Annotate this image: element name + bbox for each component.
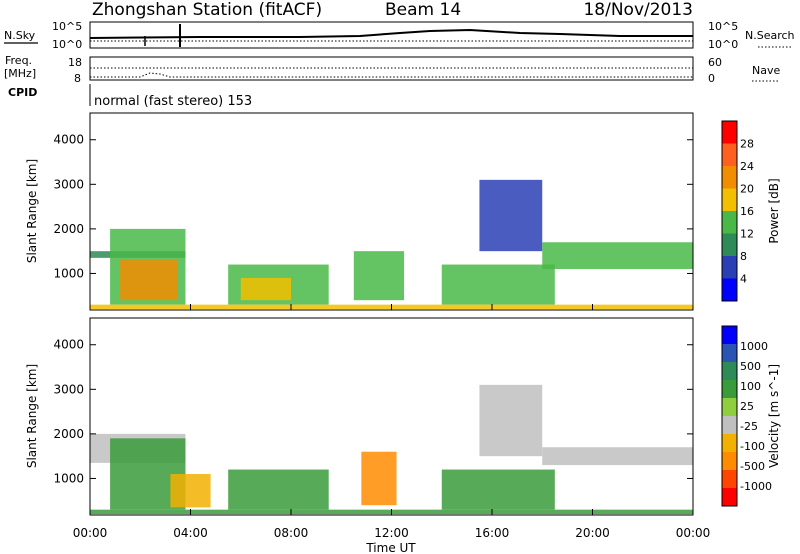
power-colorbar-segment (722, 211, 737, 234)
power-panel: 1000 2000 3000 4000 Slant Range [km] 4 8 12 16… (25, 112, 781, 311)
power-colorbar-tick: 16 (740, 205, 754, 218)
x-tick-label: 00:00 (73, 526, 108, 540)
x-axis: 00:00 04:00 08:00 12:00 16:00 20:00 00:00 (73, 526, 711, 540)
freq-left-tick-high: 18 (68, 56, 82, 69)
power-colorbar-segment (722, 188, 737, 211)
nsky-label: N.Sky (4, 29, 36, 42)
power-colorbar-segment (722, 143, 737, 166)
nave-trace (90, 72, 693, 78)
power-scatter-region (240, 277, 291, 301)
cpid-label: CPID (8, 86, 37, 99)
beam-label: Beam 14 (385, 0, 461, 20)
power-scatter-region (441, 264, 555, 305)
velocity-colorbar-segment (722, 398, 737, 416)
plot-title: Zhongshan Station (fitACF) (92, 0, 322, 20)
velocity-panel: 1000 2000 3000 4000 Slant Range [km] 1000 50… (25, 317, 781, 516)
noise-left-tick-low: 10^0 (52, 38, 82, 51)
x-tick-label: 12:00 (374, 526, 409, 540)
power-colorbar-tick: 28 (740, 138, 754, 151)
x-tick-label: 08:00 (274, 526, 309, 540)
velocity-colorbar-segment (722, 416, 737, 434)
power-ytick-label: 1000 (53, 266, 84, 280)
cpid-text: normal (fast stereo) 153 (94, 94, 252, 109)
power-colorbar-tick: 8 (740, 250, 747, 263)
x-tick-label: 16:00 (475, 526, 510, 540)
velocity-colorbar-tick: -500 (740, 460, 765, 473)
velocity-colorbar-tick: 100 (740, 380, 761, 393)
freq-label-2: [MHz] (4, 67, 36, 80)
velocity-colorbar-tick: -1000 (740, 480, 772, 493)
noise-left-tick-high: 10^5 (52, 20, 82, 33)
power-ytick-label: 4000 (53, 133, 84, 147)
power-colorbar-segment (722, 233, 737, 256)
velocity-colorbar-segment (722, 434, 737, 452)
freq-right-tick-low: 0 (708, 72, 715, 85)
freq-label-1: Freq. (5, 54, 32, 67)
power-colorbar-segment (722, 278, 737, 301)
velocity-scatter-region (228, 469, 329, 510)
velocity-scatter-region (441, 469, 555, 510)
velocity-colorbar-segment (722, 326, 737, 344)
power-colorbar-segment (722, 256, 737, 279)
power-colorbar-tick: 12 (740, 228, 754, 241)
power-colorbar-label: Power [dB] (767, 178, 781, 243)
x-tick-label: 00:00 (676, 526, 711, 540)
velocity-colorbar-label: Velocity [m s^-1] (767, 364, 781, 468)
power-ytick-label: 3000 (53, 177, 84, 191)
power-scatter-region (479, 179, 543, 252)
x-tick-label: 04:00 (173, 526, 208, 540)
velocity-colorbar-frame (721, 325, 738, 507)
freq-panel: Freq. [MHz] 18 8 60 0 Nave (4, 54, 780, 85)
nave-label: Nave (752, 64, 780, 77)
velocity-colorbar-tick: -25 (740, 420, 758, 433)
power-colorbar-tick: 20 (740, 183, 754, 196)
cpid-panel: CPID normal (fast stereo) 153 (8, 84, 252, 109)
noise-right-tick-low: 10^0 (708, 38, 738, 51)
power-colorbar-segment (722, 166, 737, 189)
velocity-ytick-label: 4000 (53, 338, 84, 352)
velocity-scatter-region (361, 451, 397, 506)
velocity-colorbar-tick: 500 (740, 360, 761, 373)
velocity-colorbar-segment (722, 344, 737, 362)
velocity-scatter-region (170, 473, 211, 508)
velocity-colorbar-tick: 1000 (740, 340, 768, 353)
velocity-colorbar-tick: -100 (740, 440, 765, 453)
power-scatter-region (120, 260, 178, 301)
freq-right-tick-high: 60 (708, 56, 722, 69)
velocity-colorbar-tick: 25 (740, 400, 754, 413)
power-ytick-label: 2000 (53, 222, 84, 236)
velocity-colorbar-segment (722, 470, 737, 488)
x-tick-label: 20:00 (575, 526, 610, 540)
power-colorbar-segment (722, 121, 737, 144)
velocity-ytick-label: 2000 (53, 427, 84, 441)
velocity-colorbar-segment (722, 452, 737, 470)
velocity-colorbar-segment (722, 488, 737, 506)
freq-left-tick-low: 8 (74, 72, 81, 85)
power-scatter-region (353, 251, 405, 301)
date-label: 18/Nov/2013 (583, 0, 693, 20)
power-scatter-region (542, 242, 693, 269)
power-colorbar-tick: 4 (740, 273, 747, 286)
velocity-ytick-label: 1000 (53, 471, 84, 485)
power-colorbar-tick: 24 (740, 160, 754, 173)
power-colorbar-frame (721, 120, 738, 302)
velocity-ylabel: Slant Range [km] (25, 364, 39, 468)
velocity-scatter-region (542, 447, 693, 466)
x-axis-title: Time UT (365, 541, 416, 554)
velocity-scatter-region (479, 384, 543, 457)
velocity-ytick-label: 3000 (53, 382, 84, 396)
noise-sky-trace (89, 28, 693, 39)
power-ylabel: Slant Range [km] (25, 159, 39, 263)
velocity-colorbar-segment (722, 380, 737, 398)
velocity-colorbar-segment (722, 362, 737, 380)
noise-right-tick-high: 10^5 (708, 20, 738, 33)
noise-panel: N.Sky 10^5 10^0 10^5 10^0 N.Search (4, 20, 795, 51)
nsearch-label: N.Search (745, 29, 795, 42)
